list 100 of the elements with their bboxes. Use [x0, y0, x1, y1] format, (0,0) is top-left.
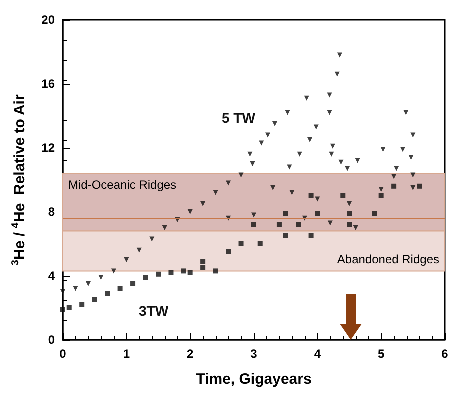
point — [150, 236, 155, 242]
point — [124, 258, 130, 262]
point — [315, 211, 320, 216]
point — [408, 155, 414, 160]
point — [328, 220, 333, 226]
point — [329, 152, 334, 157]
point — [308, 138, 313, 142]
point — [238, 242, 244, 246]
point — [259, 140, 264, 146]
point — [327, 110, 332, 116]
point — [297, 152, 302, 157]
x-axis-title: Time, Gigayears — [196, 371, 312, 388]
point — [340, 194, 346, 198]
point — [238, 172, 244, 178]
point — [105, 291, 110, 296]
point — [338, 160, 344, 165]
x-tick-label: 1 — [123, 347, 130, 361]
point — [308, 194, 314, 198]
y-axis-title: 3He / 4He Relative to Air — [10, 94, 28, 266]
point — [213, 268, 218, 274]
y-tick-label: 0 — [48, 333, 56, 347]
point — [337, 52, 342, 58]
point — [162, 226, 168, 230]
point — [304, 96, 310, 101]
point — [92, 298, 98, 302]
point — [347, 202, 352, 206]
point — [353, 226, 358, 230]
point — [345, 166, 350, 172]
point — [156, 272, 161, 277]
point — [283, 211, 288, 216]
point — [252, 212, 256, 218]
point — [168, 270, 174, 276]
point — [250, 162, 256, 166]
point — [355, 158, 360, 164]
point — [285, 110, 290, 116]
point — [270, 186, 276, 190]
point — [136, 248, 142, 253]
series-label: 5 TW — [222, 110, 256, 126]
point — [380, 147, 386, 152]
point — [200, 266, 206, 270]
x-tick-label: 3 — [250, 347, 258, 361]
point — [73, 286, 78, 292]
point — [417, 184, 422, 189]
point — [378, 194, 384, 198]
y-tick-label: 8 — [48, 205, 56, 219]
point — [296, 222, 302, 228]
point — [272, 122, 278, 126]
point — [347, 222, 352, 228]
point — [308, 234, 314, 238]
y-tick-label: 20 — [42, 13, 56, 27]
point — [118, 286, 123, 292]
point — [188, 210, 193, 214]
point — [330, 144, 336, 149]
point — [410, 132, 416, 138]
point — [130, 282, 136, 286]
band-label: Mid-Oceanic Ridges — [68, 178, 177, 192]
point — [111, 268, 116, 274]
y-tick-label: 12 — [42, 141, 56, 155]
point — [290, 190, 295, 196]
x-tick-label: 6 — [442, 347, 449, 361]
point — [248, 152, 253, 157]
point — [287, 164, 292, 170]
point — [143, 275, 148, 280]
point — [394, 166, 400, 172]
point — [252, 222, 256, 228]
point — [283, 234, 288, 238]
y-tick-label: 16 — [42, 77, 56, 91]
point — [315, 196, 320, 202]
point — [60, 307, 66, 312]
point — [372, 211, 378, 216]
point — [410, 172, 416, 178]
point — [347, 211, 352, 216]
point — [266, 132, 271, 138]
point — [400, 147, 406, 152]
series-label: 3TW — [139, 303, 170, 319]
point — [80, 302, 85, 308]
point — [188, 270, 193, 276]
point — [98, 275, 104, 280]
point — [410, 186, 416, 190]
band-label: Abandoned Ridges — [337, 252, 440, 267]
point — [392, 184, 397, 189]
point — [258, 242, 263, 246]
y-tick-label: 4 — [48, 269, 56, 283]
point — [314, 124, 319, 130]
point — [327, 92, 332, 98]
point — [404, 110, 409, 116]
x-tick-label: 2 — [186, 347, 194, 361]
point — [66, 306, 72, 310]
point — [60, 290, 66, 294]
x-tick-label: 4 — [314, 347, 322, 361]
point — [226, 180, 232, 186]
point — [378, 187, 384, 192]
point — [200, 202, 206, 206]
point — [181, 268, 186, 274]
point — [226, 250, 232, 254]
point — [392, 174, 397, 180]
point — [86, 282, 91, 286]
point — [213, 190, 218, 196]
x-tick-label: 5 — [378, 347, 385, 361]
point — [276, 222, 282, 228]
